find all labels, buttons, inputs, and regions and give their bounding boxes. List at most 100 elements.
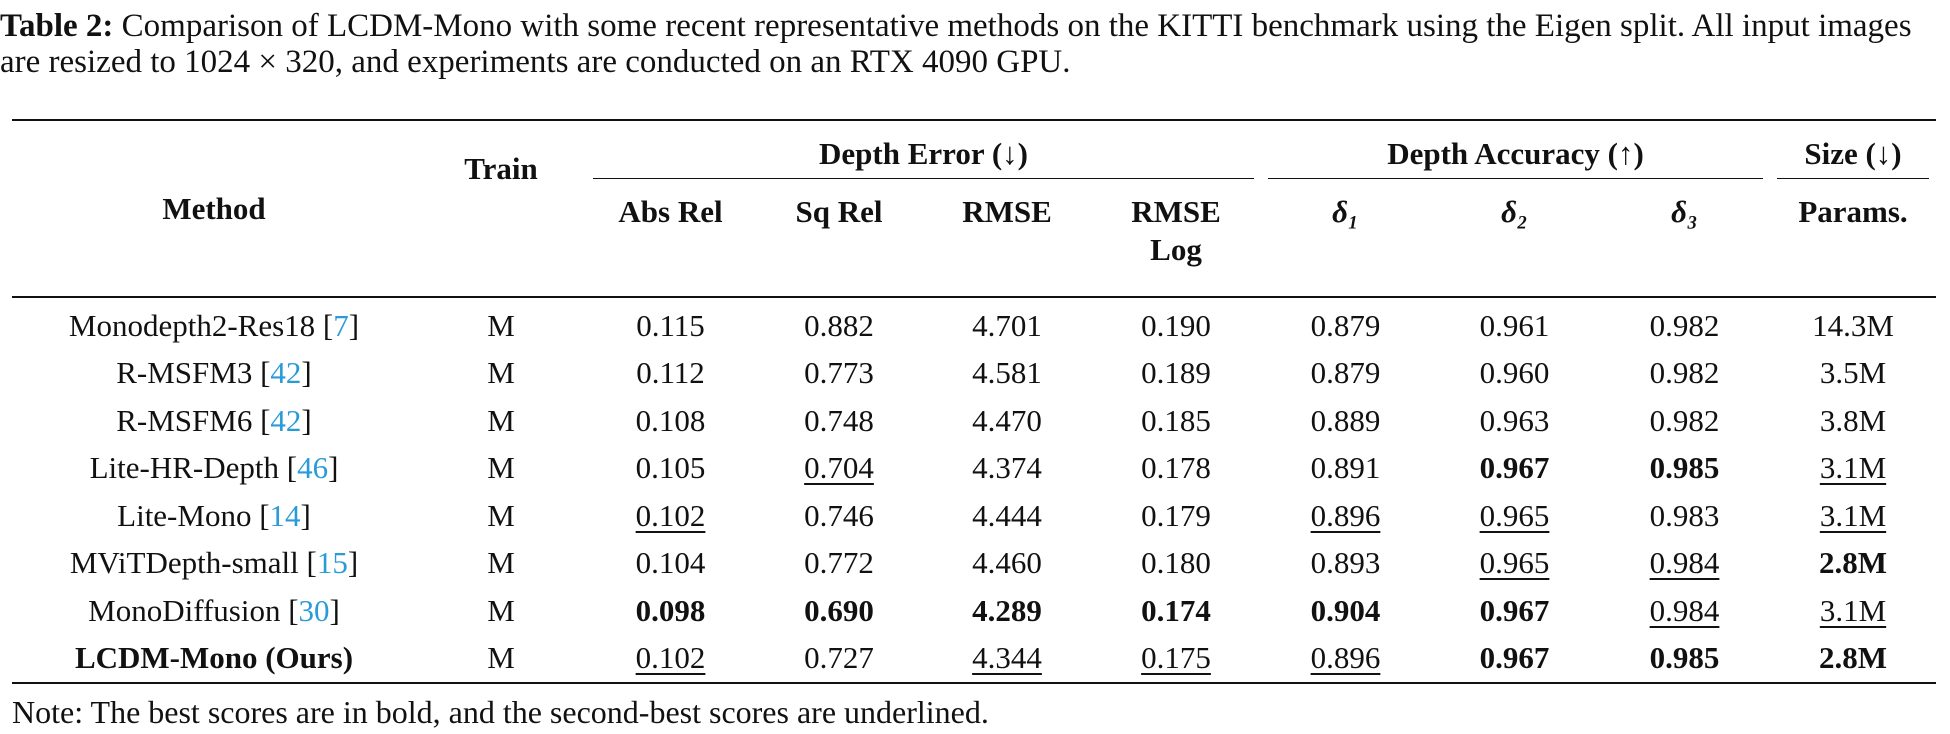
cell-value: 0.963 [1479, 402, 1550, 438]
method-name: ] [348, 307, 360, 343]
cell-value: 0.098 [635, 592, 706, 628]
cell-value: 0.746 [804, 497, 874, 533]
citation: 42 [270, 355, 302, 391]
value-cell: 0.690 [755, 587, 923, 635]
cell-value: 0.960 [1479, 355, 1550, 391]
method-name: ] [328, 450, 339, 486]
cell-value: 0.105 [635, 450, 706, 486]
cell-value: 0.967 [1479, 592, 1550, 628]
value-cell: 0.893 [1261, 540, 1430, 588]
cell-value: 0.982 [1649, 402, 1720, 438]
value-cell: 3.8M [1770, 397, 1936, 445]
cell-value: 14.3M [1812, 307, 1894, 343]
cell-value: 0.891 [1310, 450, 1381, 486]
value-cell: 0.178 [1091, 445, 1261, 493]
cell-value: 0.102 [635, 640, 706, 676]
citation: 7 [333, 307, 349, 343]
value-cell: M [416, 397, 586, 445]
method-name: MonoDiffusion [ [88, 592, 299, 628]
cell-value: 0.982 [1649, 355, 1720, 391]
method-cell: Lite-Mono [14] [12, 492, 416, 540]
cell-value: 0.102 [635, 497, 706, 533]
header-train: Train [416, 119, 586, 298]
value-cell: 0.889 [1261, 397, 1430, 445]
value-cell: 0.982 [1599, 297, 1770, 350]
value-cell: 4.289 [923, 587, 1091, 635]
value-cell: 0.967 [1430, 445, 1599, 493]
group-header: Depth Accuracy (↑) [1268, 124, 1763, 179]
group-header: Depth Error (↓) [593, 124, 1254, 179]
cell-value: 0.748 [804, 402, 874, 438]
value-cell: 0.896 [1261, 634, 1430, 684]
cell-value: M [487, 545, 515, 581]
value-cell: 0.963 [1430, 397, 1599, 445]
value-cell: 0.727 [755, 634, 923, 684]
value-cell: 0.112 [586, 350, 755, 398]
cell-value: 0.772 [804, 545, 874, 581]
value-cell: 4.470 [923, 397, 1091, 445]
table-note: Note: The best scores are in bold, and t… [12, 694, 989, 730]
cell-value: M [487, 497, 515, 533]
citation: 42 [270, 402, 302, 438]
value-cell: 0.098 [586, 587, 755, 635]
method-name: ] [301, 402, 312, 438]
cell-value: 0.704 [804, 450, 874, 486]
value-cell: 0.748 [755, 397, 923, 445]
cell-value: 4.444 [972, 497, 1042, 533]
cell-value: 0.982 [1649, 307, 1720, 343]
cell-value: 4.374 [972, 450, 1042, 486]
value-cell: 2.8M [1770, 540, 1936, 588]
method-cell: R-MSFM6 [42] [12, 397, 416, 445]
method-name: MViTDepth-small [ [69, 545, 317, 581]
table-row: Lite-Mono [14] M 0.102 0.746 4.444 0.179 0.896… [12, 492, 1936, 540]
value-cell: 2.8M [1770, 634, 1936, 684]
cell-value: 0.896 [1310, 497, 1381, 533]
value-cell: 3.1M [1770, 587, 1936, 635]
value-cell: 0.190 [1091, 297, 1261, 350]
caption-label: Table 2: [0, 8, 114, 44]
cell-value: 0.189 [1141, 355, 1211, 391]
method-name: LCDM-Mono (Ours) [74, 640, 354, 676]
column-header: Abs Rel [586, 181, 755, 298]
value-cell: 4.344 [923, 634, 1091, 684]
cell-value: 0.879 [1310, 355, 1381, 391]
method-name: R-MSFM6 [ [116, 402, 271, 438]
value-cell: 0.175 [1091, 634, 1261, 684]
cell-value: 0.104 [635, 545, 706, 581]
cell-value: 0.984 [1649, 592, 1720, 628]
results-table: Method Train Depth Error (↓) Depth Accur… [12, 119, 1936, 684]
table-row: LCDM-Mono (Ours) M 0.102 0.727 4.344 0.175 0.8… [12, 634, 1936, 684]
cell-value: 0.690 [804, 592, 874, 628]
cell-value: 0.893 [1310, 545, 1381, 581]
method-name: ] [300, 497, 311, 533]
column-header: δ₃ [1599, 181, 1770, 298]
cell-value: 0.180 [1141, 545, 1211, 581]
table-row: Lite-HR-Depth [46] M 0.105 0.704 4.374 0.178 0… [12, 445, 1936, 493]
method-cell: MViTDepth-small [15] [12, 540, 416, 588]
cell-value: 0.965 [1479, 545, 1550, 581]
value-cell: 0.102 [586, 492, 755, 540]
method-name: R-MSFM3 [ [116, 355, 271, 391]
column-header: RMSE Log [1091, 181, 1261, 298]
cell-value: 0.115 [636, 307, 705, 343]
table-row: Monodepth2-Res18 [7] M 0.115 0.882 4.701 0.19… [12, 297, 1936, 350]
cell-value: 0.112 [636, 355, 705, 391]
cell-value: 3.1M [1819, 450, 1887, 486]
value-cell: M [416, 540, 586, 588]
value-cell: M [416, 634, 586, 684]
cell-value: 0.190 [1141, 307, 1211, 343]
cell-value: M [487, 450, 515, 486]
value-cell: 4.701 [923, 297, 1091, 350]
value-cell: M [416, 350, 586, 398]
cell-value: 4.289 [972, 592, 1042, 628]
value-cell: 0.965 [1430, 492, 1599, 540]
cell-value: 3.1M [1819, 592, 1887, 628]
cell-value: 4.581 [972, 355, 1042, 391]
value-cell: 0.904 [1261, 587, 1430, 635]
method-cell: MonoDiffusion [30] [12, 587, 416, 635]
cell-value: M [487, 307, 515, 343]
cell-value: M [487, 640, 515, 676]
value-cell: M [416, 445, 586, 493]
value-cell: 0.983 [1599, 492, 1770, 540]
